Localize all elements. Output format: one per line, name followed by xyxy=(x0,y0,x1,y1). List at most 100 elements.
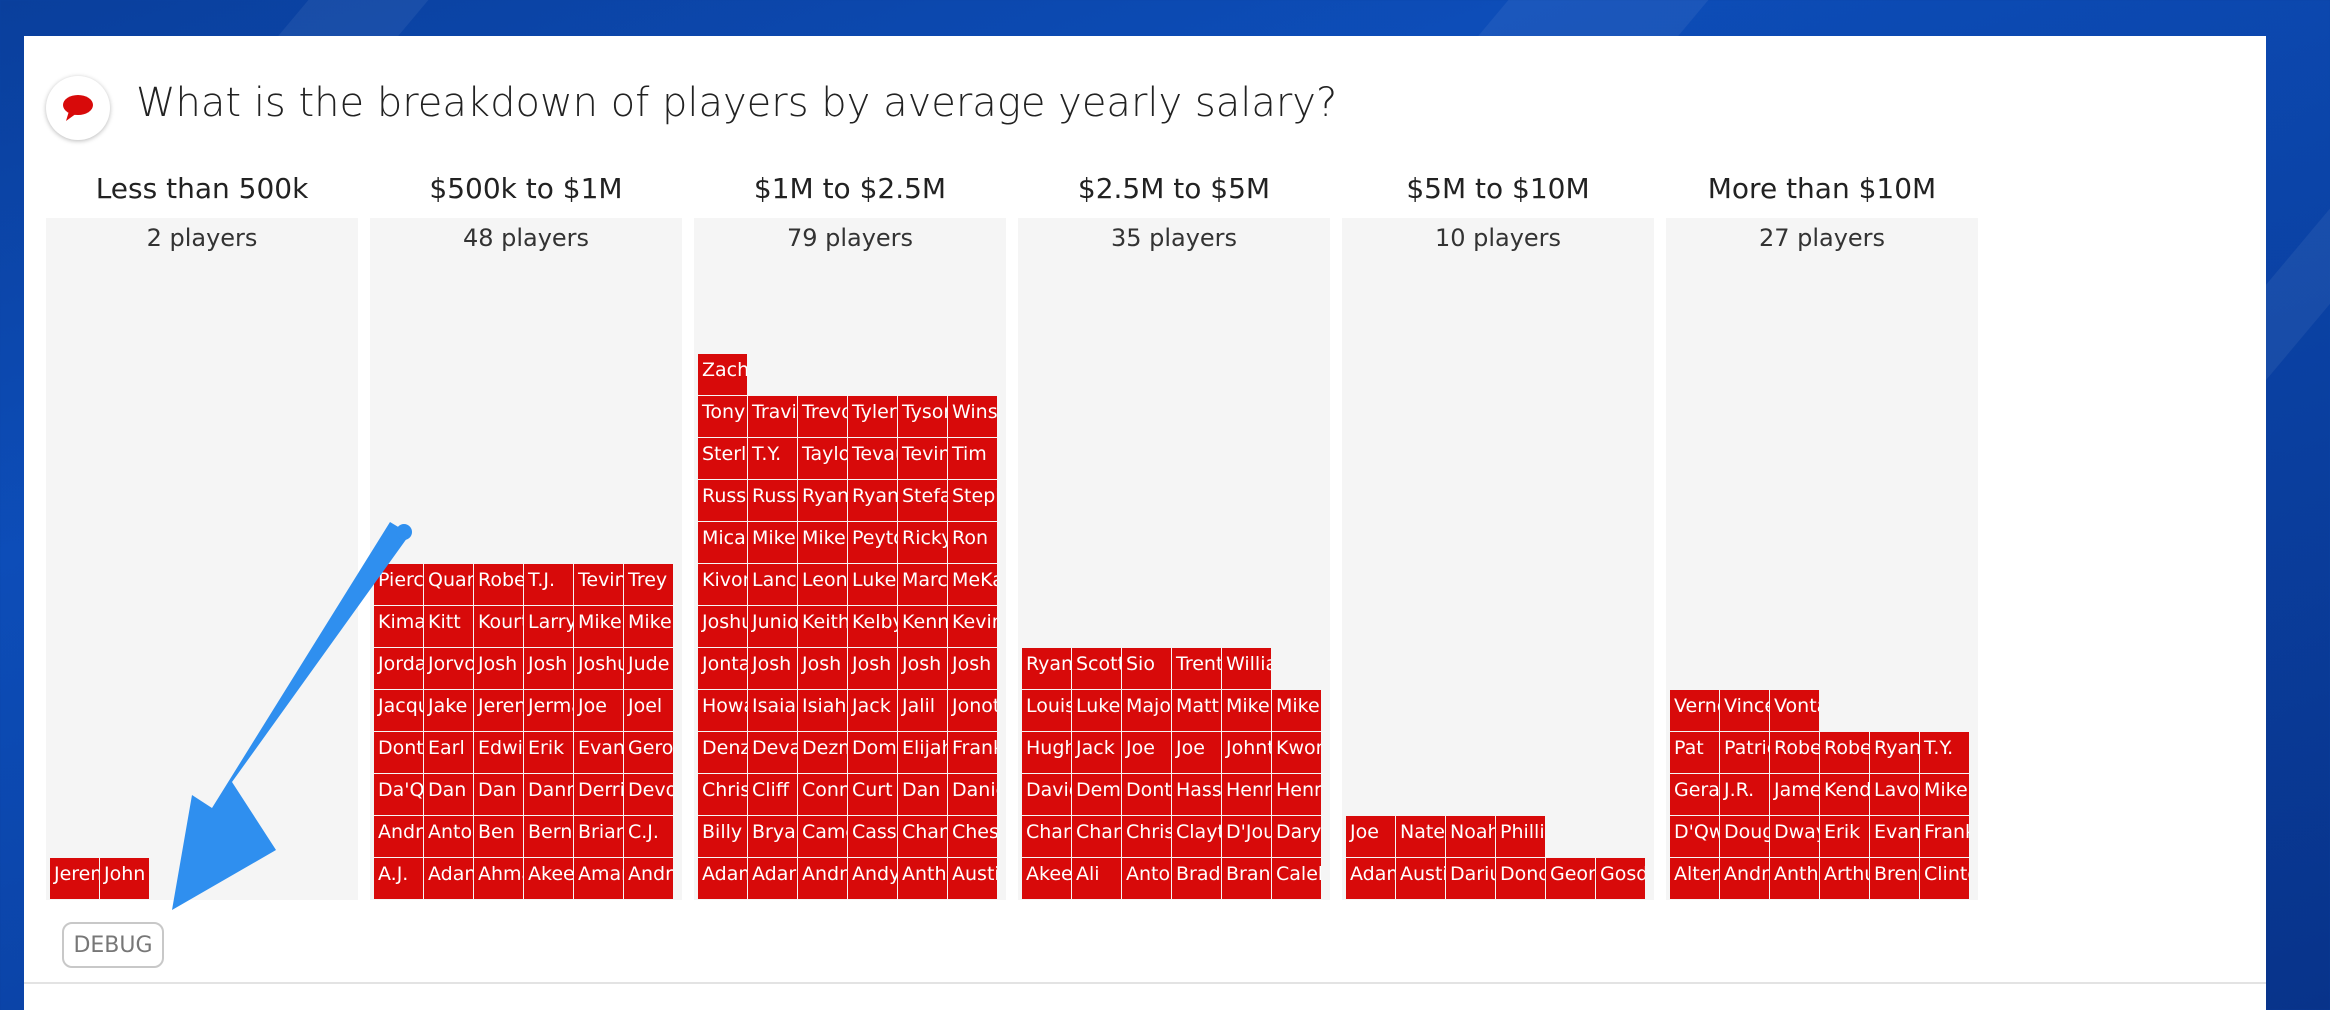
player-chip[interactable]: Amari xyxy=(574,858,624,900)
player-chip[interactable]: Cameron xyxy=(798,816,848,858)
player-chip[interactable]: Joe xyxy=(1172,732,1222,774)
player-chip[interactable]: Erik xyxy=(1820,816,1870,858)
player-chip[interactable]: Joshua xyxy=(574,648,624,690)
player-chip[interactable]: Joe xyxy=(574,690,624,732)
player-chip[interactable]: J.R. xyxy=(1720,774,1770,816)
player-chip[interactable]: Chester xyxy=(948,816,998,858)
player-chip[interactable]: Stefan xyxy=(898,480,948,522)
player-chip[interactable]: Josh xyxy=(748,648,798,690)
player-chip[interactable]: Jameis xyxy=(1770,774,1820,816)
player-chip[interactable]: Howard xyxy=(698,690,748,732)
player-chip[interactable]: Keith xyxy=(798,606,848,648)
player-chip[interactable]: Vontae xyxy=(1770,690,1820,732)
debug-button[interactable]: DEBUG xyxy=(62,922,164,968)
player-chip[interactable]: Connor xyxy=(798,774,848,816)
player-chip[interactable]: Jeremy xyxy=(50,858,100,900)
player-chip[interactable]: Jake xyxy=(424,690,474,732)
player-chip[interactable]: Adam xyxy=(698,858,748,900)
player-chip[interactable]: Hugh xyxy=(1022,732,1072,774)
player-chip[interactable]: Brent xyxy=(1870,858,1920,900)
player-chip[interactable]: D'Joun xyxy=(1222,816,1272,858)
player-chip[interactable]: Josh xyxy=(948,648,998,690)
player-chip[interactable]: Kitt xyxy=(424,606,474,648)
player-chip[interactable]: Josh xyxy=(848,648,898,690)
player-chip[interactable]: Danny xyxy=(524,774,574,816)
player-chip[interactable]: Charles xyxy=(1072,816,1122,858)
player-chip[interactable]: Vince xyxy=(1720,690,1770,732)
player-chip[interactable]: Dan xyxy=(474,774,524,816)
player-chip[interactable]: Daryl xyxy=(1272,816,1322,858)
player-chip[interactable]: Junior xyxy=(748,606,798,648)
player-chip[interactable]: Trent xyxy=(1172,648,1222,690)
player-chip[interactable]: Devon xyxy=(624,774,674,816)
player-chip[interactable]: Isaiah xyxy=(748,690,798,732)
player-chip[interactable]: Henry xyxy=(1272,774,1322,816)
player-chip[interactable]: Tim xyxy=(948,438,998,480)
player-chip[interactable]: Tony xyxy=(698,396,748,438)
player-chip[interactable]: Nate xyxy=(1396,816,1446,858)
player-chip[interactable]: Evan xyxy=(574,732,624,774)
player-chip[interactable]: Bernard xyxy=(524,816,574,858)
player-chip[interactable]: Dwayne xyxy=(1770,816,1820,858)
player-chip[interactable]: Kenny xyxy=(898,606,948,648)
player-chip[interactable]: Josh xyxy=(898,648,948,690)
player-chip[interactable]: Robert xyxy=(1770,732,1820,774)
player-chip[interactable]: Mike xyxy=(1920,774,1970,816)
player-chip[interactable]: Russell xyxy=(748,480,798,522)
player-chip[interactable]: Anthony xyxy=(898,858,948,900)
player-chip[interactable]: Jorvorskie xyxy=(424,648,474,690)
player-chip[interactable]: Jermaine xyxy=(524,690,574,732)
player-chip[interactable]: Ryan xyxy=(798,480,848,522)
player-chip[interactable]: Gosder xyxy=(1596,858,1646,900)
player-chip[interactable]: Patrick xyxy=(1720,732,1770,774)
player-chip[interactable]: Mike xyxy=(1272,690,1322,732)
player-chip[interactable]: Jonotthan xyxy=(948,690,998,732)
player-chip[interactable]: Jack xyxy=(1072,732,1122,774)
player-chip[interactable]: Kendall xyxy=(1820,774,1870,816)
player-chip[interactable]: Brandon xyxy=(1222,858,1272,900)
player-chip[interactable]: Ben xyxy=(474,816,524,858)
player-chip[interactable]: Evan xyxy=(1870,816,1920,858)
player-chip[interactable]: T.Y. xyxy=(1920,732,1970,774)
player-chip[interactable]: Chandler xyxy=(898,816,948,858)
player-chip[interactable]: Isiah xyxy=(798,690,848,732)
player-chip[interactable]: Ryan xyxy=(1022,648,1072,690)
player-chip[interactable]: Dominique xyxy=(848,732,898,774)
player-chip[interactable]: Ryan xyxy=(848,480,898,522)
player-chip[interactable]: Andre xyxy=(798,858,848,900)
player-chip[interactable]: Mike xyxy=(1222,690,1272,732)
player-chip[interactable]: Russell xyxy=(698,480,748,522)
player-chip[interactable]: Clayton xyxy=(1172,816,1222,858)
player-chip[interactable]: Pat xyxy=(1670,732,1720,774)
player-chip[interactable]: Phillip xyxy=(1496,816,1546,858)
player-chip[interactable]: Denzel xyxy=(698,732,748,774)
player-chip[interactable]: MeKale xyxy=(948,564,998,606)
player-chip[interactable]: Tyson xyxy=(898,396,948,438)
player-chip[interactable]: Derrick xyxy=(574,774,624,816)
player-chip[interactable]: Anthony xyxy=(1770,858,1820,900)
player-chip[interactable]: Andre xyxy=(624,858,674,900)
player-chip[interactable]: Jude xyxy=(624,648,674,690)
player-chip[interactable]: Earl xyxy=(424,732,474,774)
player-chip[interactable]: Joshua xyxy=(698,606,748,648)
player-chip[interactable]: Darius xyxy=(1446,858,1496,900)
player-chip[interactable]: Tevaughn xyxy=(848,438,898,480)
player-chip[interactable]: Austin xyxy=(948,858,998,900)
player-chip[interactable]: Alterraun xyxy=(1670,858,1720,900)
player-chip[interactable]: Trey xyxy=(624,564,674,606)
player-chip[interactable]: Akeem xyxy=(1022,858,1072,900)
player-chip[interactable]: Quan xyxy=(424,564,474,606)
player-chip[interactable]: Lavonte xyxy=(1870,774,1920,816)
player-chip[interactable]: Erik xyxy=(524,732,574,774)
player-chip[interactable]: Kourtnei xyxy=(474,606,524,648)
player-chip[interactable]: Dan xyxy=(898,774,948,816)
player-chip[interactable]: Joel xyxy=(624,690,674,732)
player-chip[interactable]: Hassan xyxy=(1172,774,1222,816)
player-chip[interactable]: Demario xyxy=(1072,774,1122,816)
player-chip[interactable]: Sio xyxy=(1122,648,1172,690)
player-chip[interactable]: Elijah xyxy=(898,732,948,774)
player-chip[interactable]: Sterling xyxy=(698,438,748,480)
player-chip[interactable]: Tevin xyxy=(574,564,624,606)
player-chip[interactable]: Ron xyxy=(948,522,998,564)
player-chip[interactable]: Donovan xyxy=(1496,858,1546,900)
